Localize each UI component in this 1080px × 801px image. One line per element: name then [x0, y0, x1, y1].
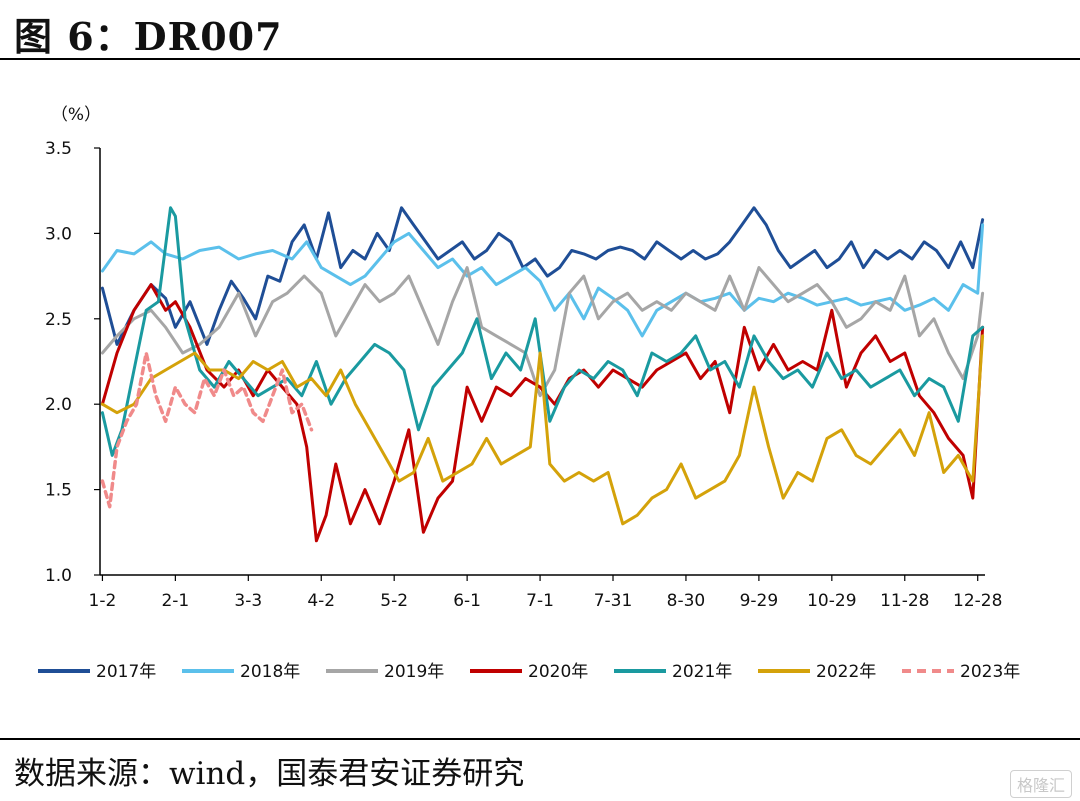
x-tick-label: 11-28 — [880, 591, 929, 611]
series-line-2018 — [100, 223, 985, 338]
y-unit-label: （%） — [51, 105, 101, 125]
x-tick-label: 5-2 — [380, 591, 408, 611]
legend-label-2021: 2021年 — [672, 662, 732, 682]
y-tick-label: 3.5 — [45, 139, 72, 159]
axes: 1.0 1.5 2.0 2.5 3.0 3.5 1-2 2-1 3-3 4-2 5-2 6-1 7-1 7… — [45, 139, 1002, 611]
source-rule — [0, 738, 1080, 740]
x-tick-label: 7-31 — [594, 591, 633, 611]
x-tick-label: 12-28 — [953, 591, 1002, 611]
x-tick-label: 4-2 — [307, 591, 335, 611]
series-layer — [100, 206, 985, 543]
x-tick-label: 7-1 — [526, 591, 554, 611]
x-tick-label: 8-30 — [667, 591, 706, 611]
source-note: 数据来源：wind，国泰君安证券研究 — [14, 756, 525, 792]
series-line-2023 — [100, 351, 314, 509]
x-tick-label: 3-3 — [234, 591, 262, 611]
legend: 2017年 2018年 2019年 2020年 2021年 2022年 2023年 — [38, 662, 1020, 682]
watermark-logo: 格隆汇 — [1009, 770, 1072, 798]
legend-label-2019: 2019年 — [384, 662, 444, 682]
y-tick-label: 2.5 — [45, 310, 72, 330]
figure-title: 图 6：DR007 — [14, 14, 283, 59]
legend-label-2017: 2017年 — [96, 662, 156, 682]
x-tick-label: 10-29 — [807, 591, 856, 611]
line-chart: （%） 1.0 1.5 2.0 2.5 3.0 3.5 1-2 2-1 3-3 4-2 5-2 6-1… — [38, 105, 1020, 682]
y-tick-label: 1.0 — [45, 566, 72, 586]
legend-label-2018: 2018年 — [240, 662, 300, 682]
y-tick-label: 2.0 — [45, 395, 72, 415]
series-line-2022 — [100, 334, 985, 526]
x-tick-label: 2-1 — [161, 591, 189, 611]
x-tick-label: 1-2 — [89, 591, 117, 611]
series-line-2017 — [100, 206, 985, 346]
title-rule — [0, 58, 1080, 60]
legend-label-2022: 2022年 — [816, 662, 876, 682]
x-tick-label: 6-1 — [453, 591, 481, 611]
y-tick-label: 3.0 — [45, 224, 72, 244]
series-line-2020 — [100, 283, 985, 543]
x-tick-label: 9-29 — [740, 591, 779, 611]
legend-label-2020: 2020年 — [528, 662, 588, 682]
series-line-2019 — [100, 266, 985, 398]
legend-label-2023: 2023年 — [960, 662, 1020, 682]
y-tick-label: 1.5 — [45, 481, 72, 501]
